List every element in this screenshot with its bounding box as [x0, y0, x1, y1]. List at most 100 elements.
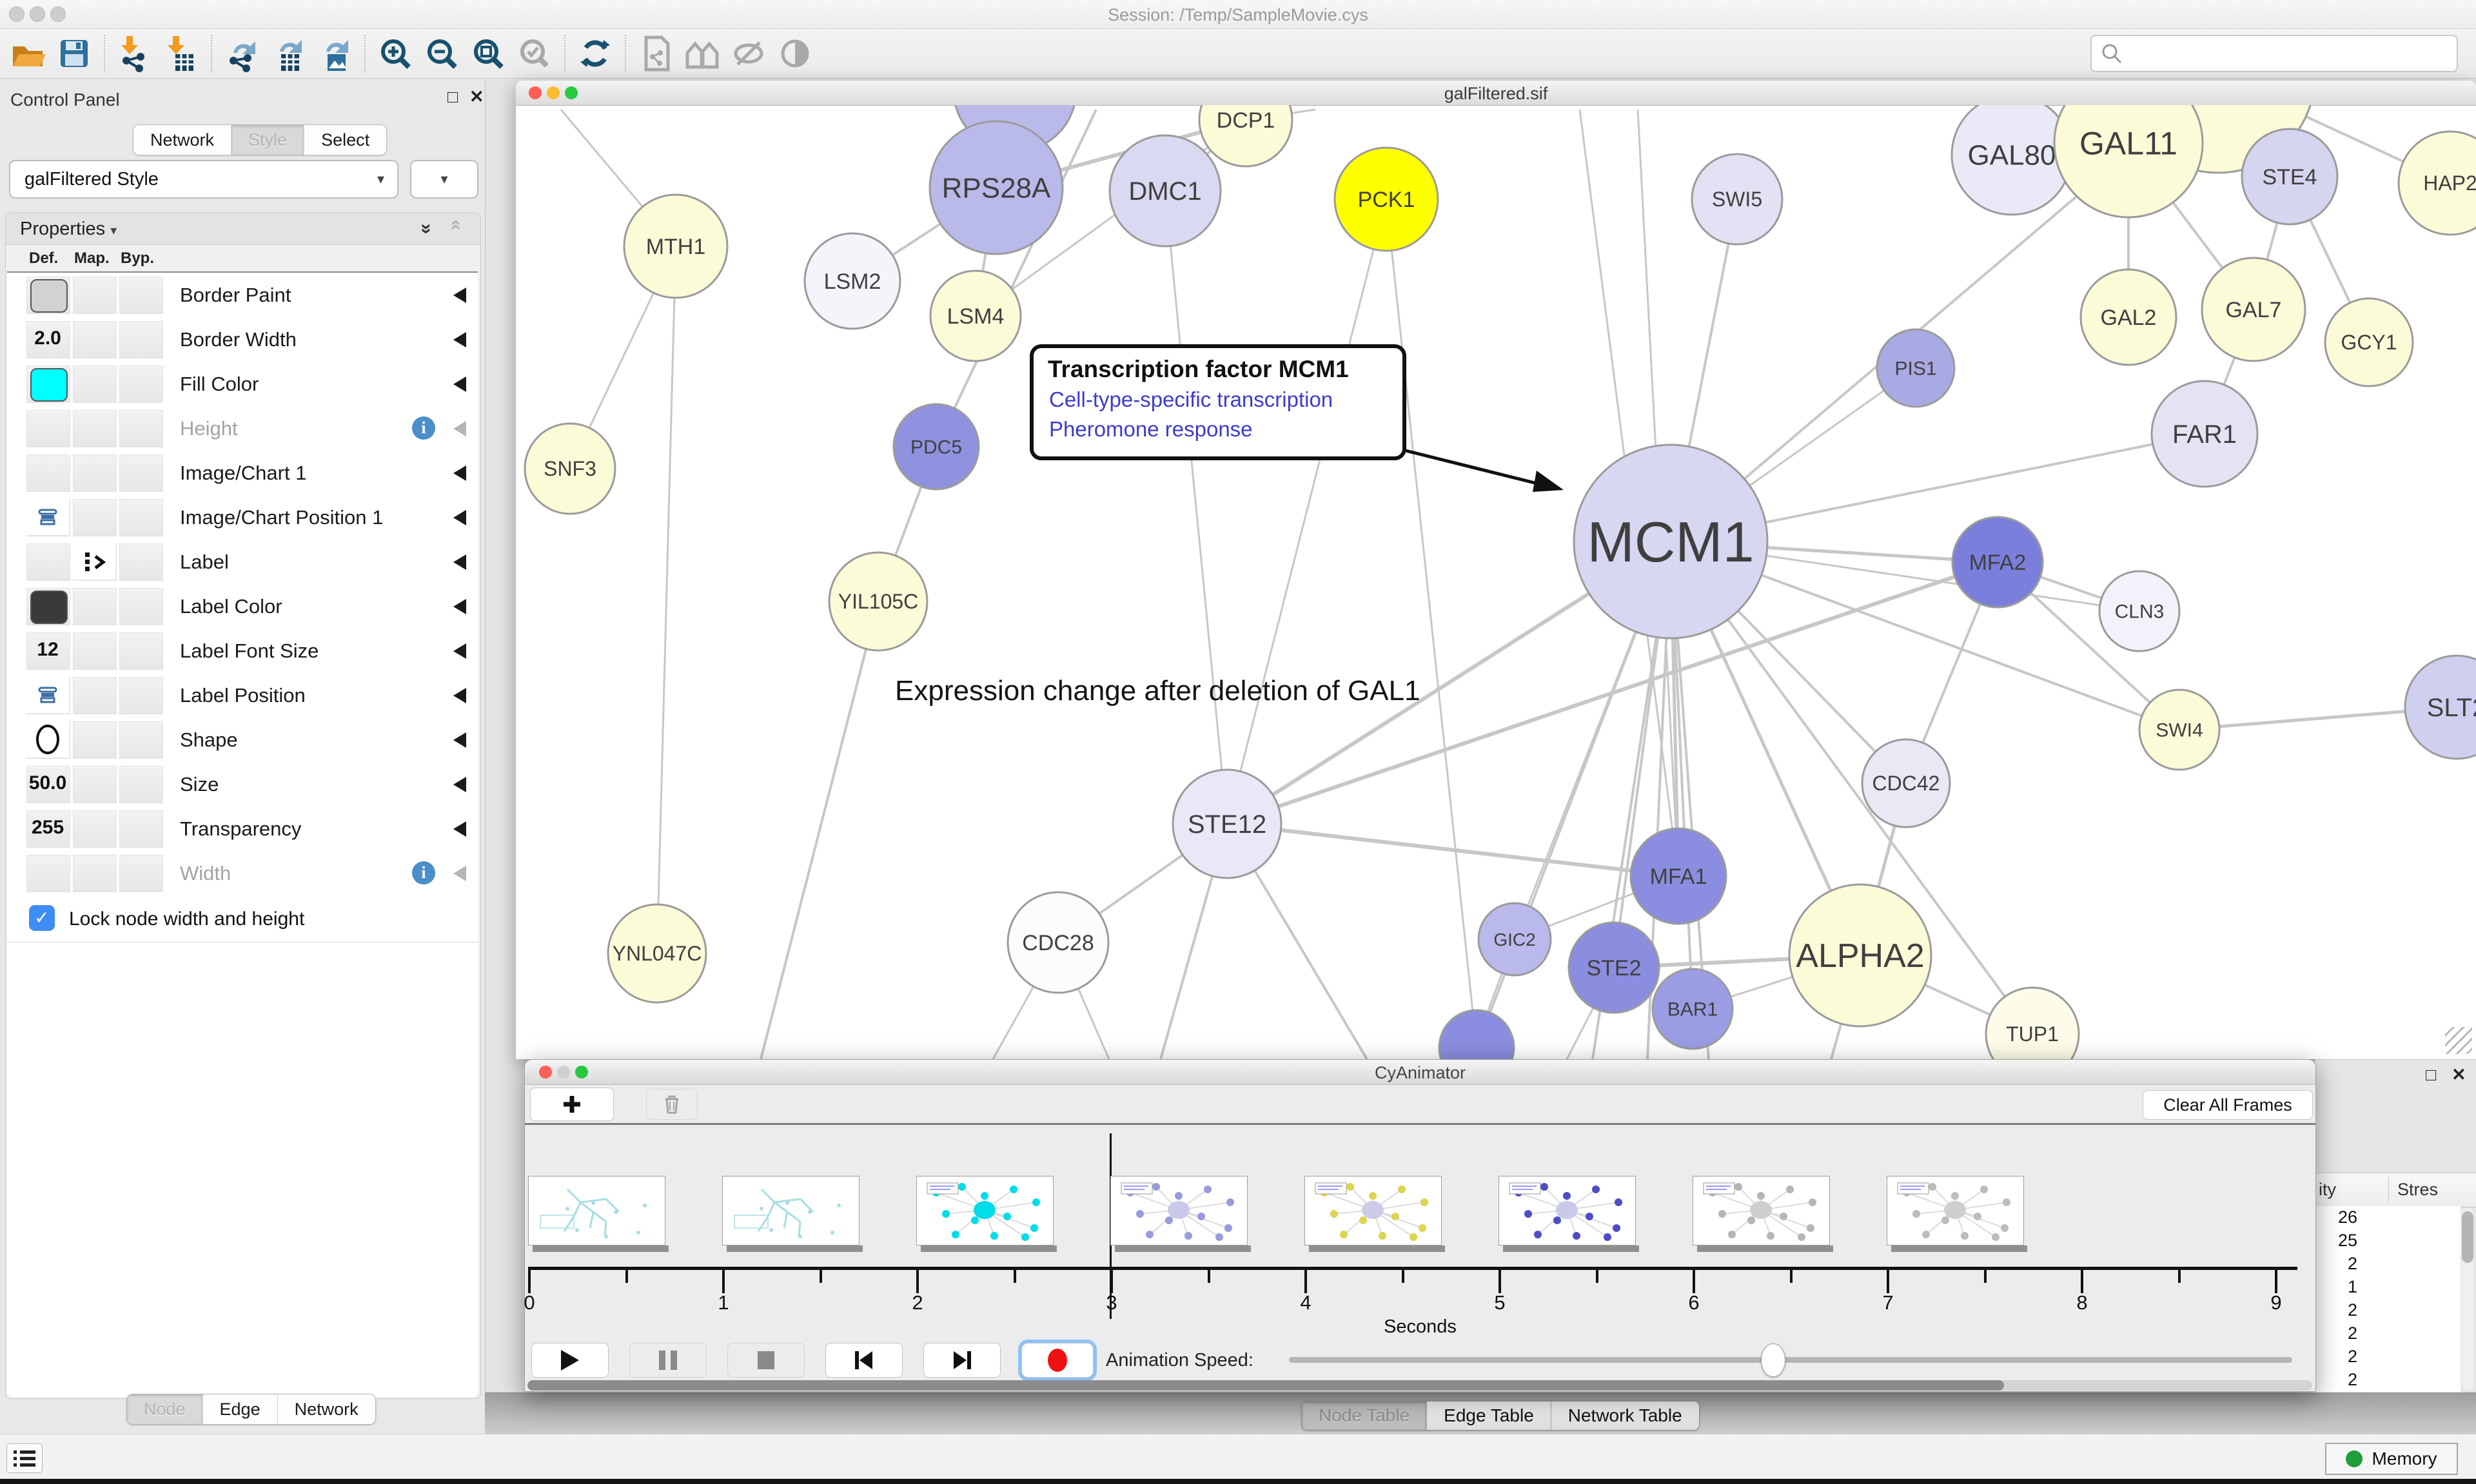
open-session-button[interactable]: [9, 35, 46, 72]
property-row-size[interactable]: 50.0 Size: [7, 762, 478, 807]
play-button[interactable]: [531, 1343, 609, 1378]
skip-start-button[interactable]: [825, 1343, 903, 1378]
property-cell[interactable]: [26, 855, 70, 892]
network-node-LSM2[interactable]: LSM2: [803, 232, 901, 330]
property-cell[interactable]: [119, 277, 163, 314]
property-row-image-chart-position-1[interactable]: Image/Chart Position 1: [7, 495, 478, 540]
collapse-all-icon[interactable]: »: [444, 223, 466, 231]
hide-details-button[interactable]: [730, 35, 767, 72]
expand-row-icon[interactable]: [453, 376, 466, 392]
property-row-label-position[interactable]: Label Position: [7, 673, 478, 718]
property-cell[interactable]: [73, 588, 117, 625]
property-cell[interactable]: [119, 543, 163, 581]
delete-frame-button[interactable]: [646, 1089, 698, 1120]
search-input[interactable]: [2128, 43, 2457, 64]
property-cell[interactable]: [26, 454, 70, 492]
chevron-down-icon[interactable]: ▾: [110, 224, 117, 238]
network-node-STE12[interactable]: STE12: [1172, 768, 1282, 879]
property-cell[interactable]: [119, 810, 163, 848]
tab-network[interactable]: Network: [133, 125, 232, 155]
table-row[interactable]: 2: [2315, 1299, 2461, 1322]
network-snapshot-button[interactable]: [637, 35, 674, 72]
refresh-button[interactable]: [576, 35, 614, 72]
record-button[interactable]: [1021, 1343, 1094, 1378]
mapping-icon[interactable]: [73, 543, 115, 580]
clear-all-frames-button[interactable]: Clear All Frames: [2143, 1090, 2313, 1120]
property-row-border-width[interactable]: 2.0 Border Width: [7, 317, 478, 362]
property-cell[interactable]: [119, 366, 163, 403]
add-frame-button[interactable]: [530, 1088, 614, 1121]
network-node-MTH1[interactable]: MTH1: [623, 193, 729, 299]
network-node-GAL11[interactable]: GAL11: [2053, 105, 2204, 219]
network-node-GAL80[interactable]: GAL80: [1950, 105, 2073, 216]
default-swatch[interactable]: [30, 368, 68, 402]
network-node-CLN3[interactable]: CLN3: [2098, 570, 2181, 652]
skip-end-button[interactable]: [923, 1343, 1001, 1378]
pause-button[interactable]: [629, 1343, 707, 1378]
column-divider[interactable]: [2388, 1177, 2389, 1203]
minimize-icon[interactable]: [557, 1066, 570, 1079]
tab-network-bottom[interactable]: Network: [277, 1394, 375, 1424]
expand-row-icon[interactable]: [453, 421, 466, 436]
network-node-FAR1[interactable]: FAR1: [2150, 380, 2259, 488]
tab-network-table[interactable]: Network Table: [1551, 1401, 1699, 1430]
tab-node[interactable]: Node: [127, 1394, 203, 1424]
expand-row-icon[interactable]: [453, 866, 466, 881]
property-cell[interactable]: [119, 766, 163, 803]
import-table-button[interactable]: [162, 35, 200, 72]
minimize-icon[interactable]: [547, 86, 560, 99]
property-cell[interactable]: [73, 632, 117, 670]
network-node-YNL047C[interactable]: YNL047C: [607, 903, 707, 1004]
close-icon[interactable]: [539, 1066, 552, 1079]
memory-button[interactable]: Memory: [2325, 1443, 2458, 1475]
network-node-DMC1[interactable]: DMC1: [1108, 134, 1222, 248]
table-row[interactable]: 2: [2315, 1345, 2461, 1369]
property-row-label[interactable]: Label: [7, 540, 478, 585]
property-cell[interactable]: [73, 454, 117, 492]
expand-row-icon[interactable]: [453, 510, 466, 525]
network-node-SWI5[interactable]: SWI5: [1691, 153, 1783, 246]
expand-row-icon[interactable]: [453, 821, 466, 837]
default-value[interactable]: 2.0: [34, 327, 61, 349]
info-icon[interactable]: i: [412, 416, 435, 440]
ellipse-icon[interactable]: [26, 721, 69, 757]
property-cell[interactable]: [26, 632, 70, 670]
network-node-STE4[interactable]: STE4: [2241, 128, 2339, 226]
tab-select[interactable]: Select: [304, 125, 387, 155]
property-cell[interactable]: [119, 721, 163, 759]
network-node-GIC2[interactable]: GIC2: [1477, 902, 1552, 977]
property-cell[interactable]: [26, 766, 70, 803]
timeline-frame-0[interactable]: [528, 1176, 669, 1252]
maximize-window-icon[interactable]: [50, 6, 66, 22]
expand-row-icon[interactable]: [453, 599, 466, 614]
zoom-selected-button[interactable]: [516, 35, 553, 72]
timeline-frame-2[interactable]: [916, 1176, 1057, 1252]
expand-row-icon[interactable]: [453, 554, 466, 570]
annotation-link[interactable]: Pheromone response: [1049, 417, 1253, 441]
zoom-in-button[interactable]: [377, 35, 414, 72]
network-node-MFA1[interactable]: MFA1: [1629, 827, 1727, 925]
property-cell[interactable]: [119, 632, 163, 670]
network-node-DCP1[interactable]: DCP1: [1198, 105, 1293, 168]
tab-edge-table[interactable]: Edge Table: [1427, 1401, 1551, 1430]
property-row-label-font-size[interactable]: 12 Label Font Size: [7, 629, 478, 674]
property-cell[interactable]: [73, 721, 117, 759]
first-neighbors-button[interactable]: [683, 35, 721, 72]
property-cell[interactable]: [73, 321, 117, 358]
property-cell[interactable]: [73, 677, 117, 714]
property-cell[interactable]: [26, 321, 70, 358]
property-cell[interactable]: [73, 277, 117, 314]
property-cell[interactable]: [73, 366, 117, 403]
network-node-YIL105C[interactable]: YIL105C: [828, 551, 928, 652]
network-node-GAL7[interactable]: GAL7: [2201, 257, 2306, 362]
column-ity[interactable]: ity: [2319, 1180, 2336, 1199]
network-node-PIS1[interactable]: PIS1: [1876, 328, 1956, 408]
network-node-SWI4[interactable]: SWI4: [2138, 688, 2221, 771]
minimize-window-icon[interactable]: [30, 6, 45, 22]
zoom-out-button[interactable]: [423, 35, 460, 72]
default-swatch[interactable]: [30, 591, 68, 624]
export-table-button[interactable]: [270, 35, 307, 72]
annotation-box[interactable]: Transcription factor MCM1 Cell-type-spec…: [1030, 344, 1406, 460]
table-row[interactable]: 1: [2315, 1276, 2461, 1299]
network-titlebar[interactable]: galFiltered.sif: [516, 81, 2476, 106]
